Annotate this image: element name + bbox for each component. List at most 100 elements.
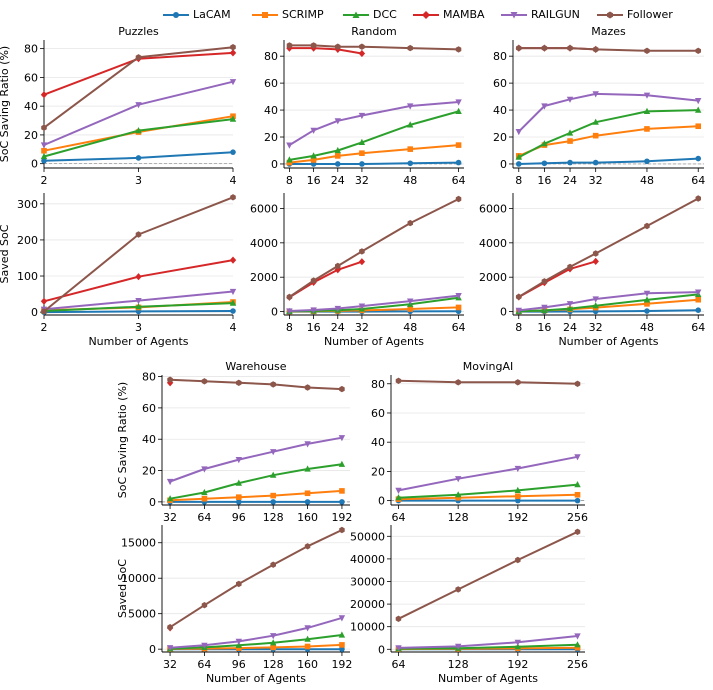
data-point-scrimp	[515, 493, 521, 500]
data-point-scrimp	[574, 491, 581, 498]
data-point-lacam	[339, 499, 345, 505]
series-line-railgun	[288, 101, 459, 146]
legend-label: RAILGUN	[531, 8, 580, 21]
data-point-scrimp	[304, 490, 311, 497]
data-point-railgun	[304, 625, 311, 632]
data-point-lacam	[541, 160, 548, 167]
data-point-dcc	[592, 302, 599, 309]
y-tick-label: 6000	[250, 202, 278, 215]
data-point-scrimp	[695, 123, 702, 130]
data-point-scrimp	[236, 494, 242, 500]
data-point-railgun	[515, 129, 522, 136]
data-point-railgun	[235, 457, 242, 464]
data-point-dcc	[135, 303, 142, 310]
y-axis-label: SoC Saving Ratio (%)	[0, 46, 11, 162]
y-tick-label: 40	[24, 100, 38, 113]
data-point-railgun	[270, 633, 277, 640]
series-line-scrimp	[398, 493, 578, 501]
data-point-dcc	[455, 107, 462, 114]
series-line-dcc	[289, 110, 459, 161]
data-point-railgun	[514, 639, 521, 646]
y-tick-label: 20	[142, 465, 156, 478]
data-point-railgun	[514, 465, 521, 473]
x-axis-label: Number of Agents	[438, 672, 538, 685]
data-point-railgun	[455, 476, 462, 483]
y-tick-label: 4000	[250, 237, 278, 250]
x-tick-label: 24	[331, 321, 345, 334]
x-tick-label: 8	[286, 321, 293, 334]
x-tick-label: 64	[691, 174, 705, 187]
data-point-follower	[407, 219, 413, 227]
data-point-lacam	[41, 158, 47, 164]
data-point-dcc	[304, 465, 311, 472]
data-point-follower	[167, 624, 173, 631]
series-line-railgun	[289, 294, 459, 312]
data-point-scrimp	[455, 304, 462, 311]
y-tick-label: 15000	[121, 537, 156, 550]
y-tick-label: 40000	[350, 553, 385, 566]
series-line-follower	[289, 44, 459, 51]
data-point-follower	[41, 124, 47, 131]
data-point-railgun	[229, 79, 237, 86]
data-point-scrimp	[567, 138, 573, 144]
data-point-railgun	[338, 615, 346, 622]
data-point-lacam	[567, 159, 573, 166]
x-tick-label: 24	[331, 174, 345, 187]
data-point-railgun	[395, 487, 402, 494]
y-tick-label: 80	[142, 371, 156, 384]
legend: LaCAM SCRIMP DCC MAMBA RAILGUN Follower	[0, 4, 713, 26]
y-tick-label: 40	[493, 104, 507, 117]
data-point-lacam	[135, 155, 142, 161]
y-tick-label: 0	[31, 306, 38, 319]
y-tick-label: 20	[24, 129, 38, 142]
x-tick-label: 128	[448, 511, 469, 524]
x-tick-label: 48	[640, 174, 654, 187]
data-point-scrimp	[41, 147, 47, 154]
data-point-dcc	[229, 299, 237, 306]
x-axis-label: Number of Agents	[206, 672, 306, 685]
series-line-scrimp	[170, 643, 342, 650]
panel-title: Random	[351, 25, 397, 38]
data-point-railgun	[358, 112, 366, 120]
data-point-railgun	[455, 99, 462, 106]
data-point-dcc	[310, 152, 317, 159]
x-tick-label: 64	[391, 658, 405, 671]
x-tick-label: 16	[537, 321, 551, 334]
data-point-railgun	[135, 102, 142, 109]
data-point-railgun	[310, 307, 317, 314]
data-point-follower	[167, 376, 173, 383]
data-point-dcc	[455, 491, 462, 498]
data-point-railgun	[286, 308, 293, 315]
data-point-mamba	[358, 258, 366, 266]
series-line-follower	[398, 379, 578, 385]
data-point-dcc	[40, 152, 48, 160]
series-line-dcc	[518, 109, 699, 159]
y-tick-label: 40	[371, 436, 385, 449]
series-line-railgun	[518, 92, 699, 133]
y-tick-label: 0	[271, 306, 278, 319]
data-point-railgun	[201, 642, 208, 649]
data-point-dcc	[229, 115, 237, 122]
data-point-follower	[359, 248, 365, 255]
data-point-follower	[515, 379, 521, 386]
data-point-railgun	[166, 645, 174, 652]
data-point-follower	[567, 44, 573, 52]
x-tick-label: 16	[537, 174, 551, 187]
x-tick-label: 8	[515, 321, 522, 334]
series-line-lacam	[518, 157, 699, 165]
data-point-railgun	[304, 441, 311, 448]
data-point-dcc	[338, 460, 346, 467]
data-point-railgun	[201, 466, 208, 473]
data-point-lacam	[304, 499, 311, 505]
y-tick-label: 0	[500, 158, 507, 171]
y-tick-label: 0	[31, 158, 38, 171]
data-point-lacam	[515, 161, 522, 167]
data-point-railgun	[592, 296, 599, 303]
series-line-follower	[398, 530, 578, 620]
x-tick-label: 3	[135, 321, 142, 334]
data-point-railgun	[135, 298, 142, 305]
data-point-follower	[541, 278, 548, 285]
data-point-railgun	[643, 92, 651, 99]
data-point-scrimp	[270, 492, 276, 499]
x-tick-label: 2	[41, 174, 48, 187]
